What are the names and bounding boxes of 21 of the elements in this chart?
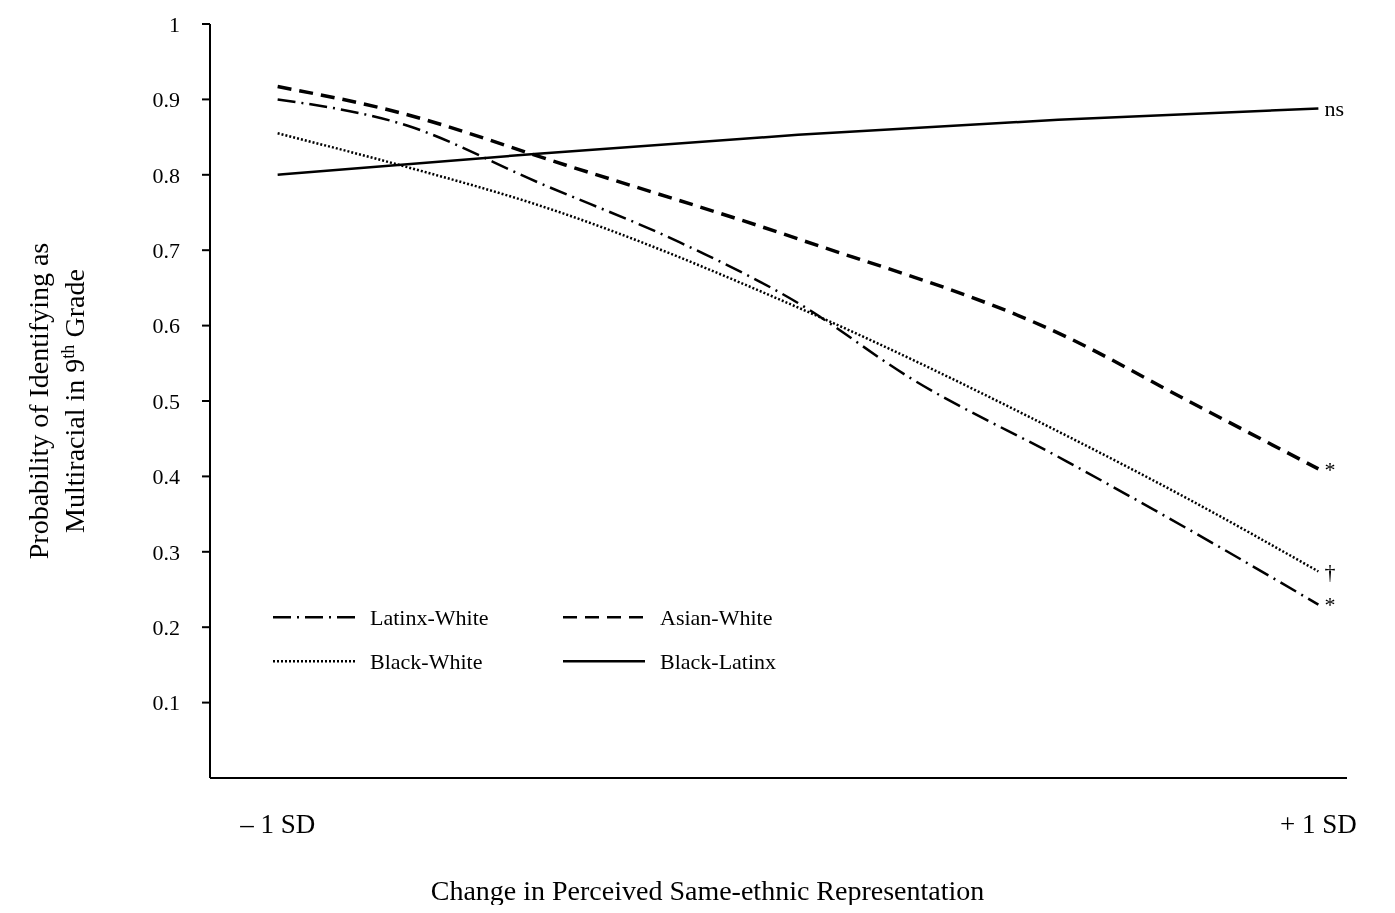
y-tick-label: 0.5 xyxy=(152,388,180,414)
annotation: † xyxy=(1324,559,1336,585)
y-tick-label: 0.2 xyxy=(152,614,180,640)
x-tick-label: + 1 SD xyxy=(1280,809,1357,839)
annotation: * xyxy=(1324,456,1336,482)
annotation: ns xyxy=(1324,96,1344,122)
y-tick-label: 0.7 xyxy=(152,237,180,263)
x-tick-label: – 1 SD xyxy=(239,809,316,839)
y-tick-label: 0.8 xyxy=(152,162,180,188)
legend-label: Black-White xyxy=(370,648,483,674)
legend-label: Black-Latinx xyxy=(660,648,777,674)
y-tick-label: 1 xyxy=(169,11,180,37)
legend-label: Latinx-White xyxy=(370,604,489,630)
legend-label: Asian-White xyxy=(660,604,773,630)
line-series xyxy=(275,84,1321,471)
y-tick-label: 0.9 xyxy=(152,87,180,113)
y-tick-label: 0.6 xyxy=(152,313,180,339)
y-tick-label: 0.3 xyxy=(152,539,180,565)
y-tick-label: 0.1 xyxy=(152,690,180,716)
annotation: * xyxy=(1324,592,1336,618)
y-tick-label: 0.4 xyxy=(152,464,180,490)
